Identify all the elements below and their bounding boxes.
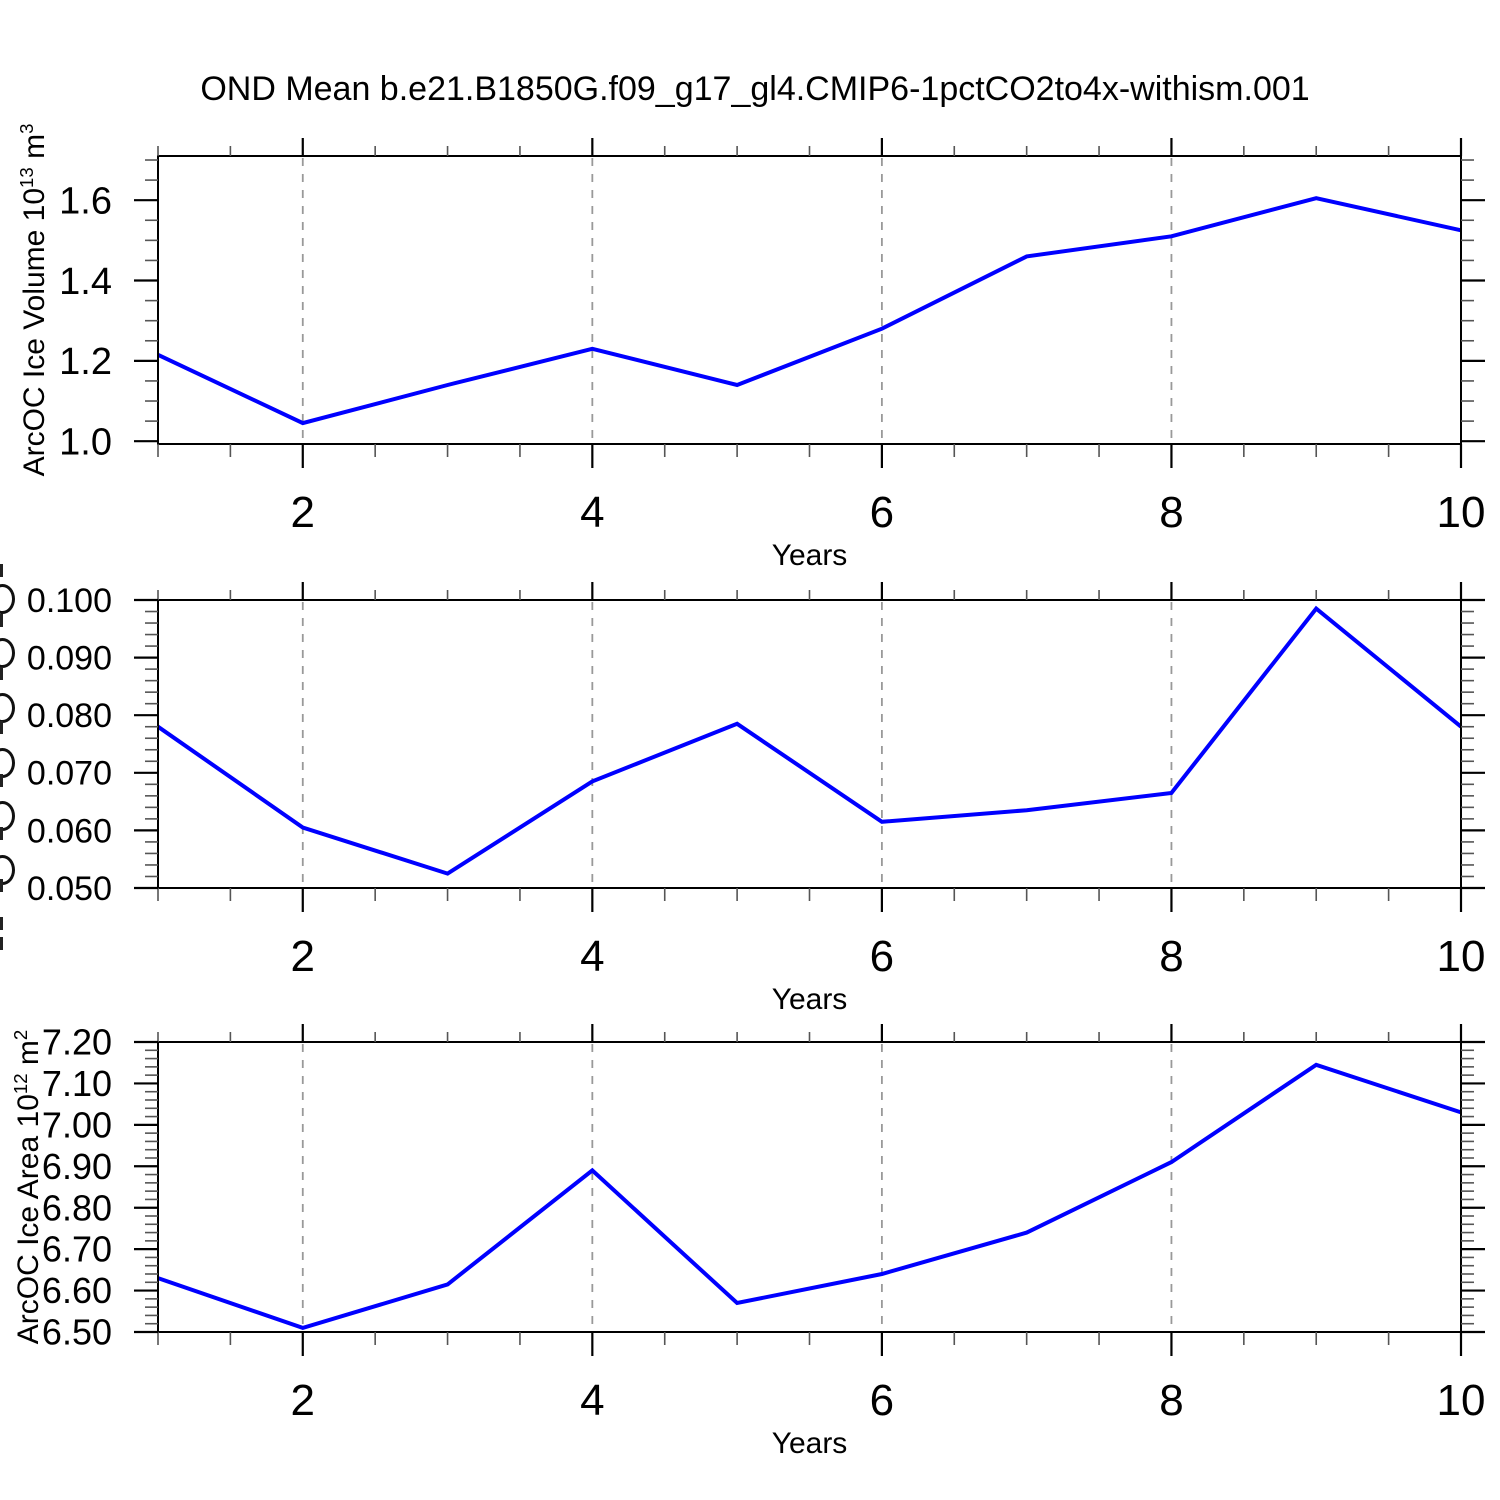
x-tick-label: 10 <box>1437 932 1486 981</box>
y-tick-label: 6.70 <box>42 1229 112 1270</box>
x-tick-label: 4 <box>580 1376 604 1425</box>
x-axis-title: Years <box>772 983 848 1016</box>
y-tick-label: 6.90 <box>42 1146 112 1187</box>
y-tick-label: 7.10 <box>42 1063 112 1104</box>
glyph-fragment <box>0 774 3 787</box>
y-axis-title-ice-area: ArcOC Ice Area 1012 m2 <box>10 1030 46 1344</box>
y-axis-title-superscript: 13 <box>16 167 37 188</box>
glyph-fragment <box>0 855 15 885</box>
x-tick-label: 2 <box>291 932 315 981</box>
y-tick-label: 6.80 <box>42 1187 112 1228</box>
glyph-fragment <box>0 801 15 831</box>
glyph-fragment <box>0 584 15 614</box>
glyph-fragment <box>0 667 3 680</box>
x-tick-label: 4 <box>580 488 604 537</box>
y-tick-label: 0.080 <box>27 697 112 735</box>
plot-frame <box>157 155 1462 445</box>
x-tick-label: 8 <box>1159 932 1183 981</box>
y-tick-label: 0.070 <box>27 755 112 793</box>
y-tick-label: 0.060 <box>27 812 112 850</box>
glyph-fragment <box>0 614 3 627</box>
x-tick-label: 2 <box>291 488 315 537</box>
y-tick-label: 1.4 <box>59 261 112 303</box>
x-tick-label: 6 <box>870 1376 894 1425</box>
x-tick-label: 10 <box>1437 488 1486 537</box>
y-axis-title-text: ArcOC Ice Area 10 <box>12 1094 45 1345</box>
x-tick-label: 8 <box>1159 488 1183 537</box>
x-tick-label: 4 <box>580 932 604 981</box>
y-axis-title-ice-volume: ArcOC Ice Volume 1013 m3 <box>16 124 52 477</box>
glyph-fragment <box>0 748 15 778</box>
x-tick-label: 8 <box>1159 1376 1183 1425</box>
glyph-fragment <box>0 693 15 723</box>
glyph-fragment <box>0 638 15 668</box>
y-tick-label: 6.60 <box>42 1270 112 1311</box>
y-tick-label: 6.50 <box>42 1312 112 1353</box>
figure-title: OND Mean b.e21.B1850G.f09_g17_gl4.CMIP6-… <box>200 70 1310 108</box>
y-tick-label: 0.100 <box>27 582 112 620</box>
glyph-fragment <box>0 721 3 734</box>
y-axis-title-superscript: 3 <box>16 123 37 134</box>
x-tick-label: 10 <box>1437 1376 1486 1425</box>
glyph-fragment <box>0 827 3 840</box>
x-tick-label: 2 <box>291 1376 315 1425</box>
y-tick-label: 0.050 <box>27 870 112 908</box>
glyph-fragment <box>0 879 3 892</box>
cropped-y-axis-title-fragments <box>0 560 15 960</box>
y-axis-title-superscript: 12 <box>10 1073 31 1095</box>
data-line-arcoc-ice-volume <box>157 196 1462 426</box>
x-tick-label: 6 <box>870 932 894 981</box>
glyph-fragment <box>0 917 3 930</box>
x-axis-title: Years <box>772 1427 848 1460</box>
data-line-arcoc-middle-series <box>156 605 1463 876</box>
y-axis-title-text: m <box>12 1040 45 1074</box>
y-tick-label: 1.6 <box>59 180 112 222</box>
y-tick-label: 1.0 <box>59 421 112 463</box>
y-tick-label: 1.2 <box>59 341 112 383</box>
y-axis-title-superscript: 2 <box>10 1029 31 1041</box>
glyph-fragment <box>0 564 3 577</box>
y-axis-title-text: ArcOC Ice Volume 10 <box>18 187 51 477</box>
y-tick-label: 0.090 <box>27 640 112 678</box>
data-line-arcoc-ice-area <box>157 1062 1462 1331</box>
x-tick-label: 6 <box>870 488 894 537</box>
y-axis-title-text: m <box>18 133 51 168</box>
x-axis-title: Years <box>772 539 848 572</box>
glyph-fragment <box>0 937 3 950</box>
y-tick-label: 7.00 <box>42 1104 112 1145</box>
y-tick-label: 7.20 <box>42 1022 112 1063</box>
